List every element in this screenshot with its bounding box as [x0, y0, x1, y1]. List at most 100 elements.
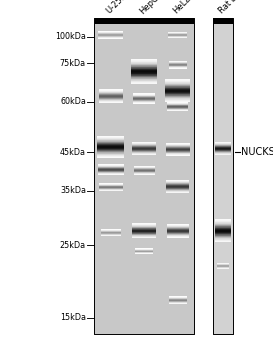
Bar: [167, 233, 189, 234]
Bar: [97, 139, 124, 140]
Bar: [98, 37, 123, 38]
Bar: [131, 61, 157, 62]
Bar: [99, 100, 123, 101]
Bar: [101, 234, 121, 235]
Bar: [98, 36, 123, 37]
Bar: [166, 145, 190, 146]
Bar: [166, 191, 189, 192]
Bar: [97, 136, 124, 137]
Bar: [98, 31, 123, 32]
Bar: [99, 188, 123, 189]
Bar: [134, 174, 155, 175]
Bar: [217, 267, 229, 268]
Bar: [166, 182, 189, 183]
Bar: [135, 249, 153, 250]
Bar: [168, 33, 187, 34]
Bar: [131, 66, 157, 67]
Bar: [217, 267, 229, 268]
Bar: [99, 95, 123, 96]
Bar: [165, 82, 190, 83]
Bar: [132, 152, 156, 153]
Bar: [131, 66, 157, 67]
Bar: [168, 36, 187, 37]
Bar: [98, 33, 123, 34]
Bar: [132, 154, 156, 155]
Bar: [217, 268, 229, 269]
Bar: [165, 99, 190, 100]
Bar: [131, 82, 157, 83]
Bar: [167, 224, 189, 225]
Bar: [166, 184, 189, 185]
Bar: [135, 251, 153, 252]
Bar: [169, 303, 186, 304]
Bar: [131, 80, 157, 81]
Bar: [134, 172, 155, 173]
Bar: [133, 102, 155, 103]
Bar: [101, 233, 121, 234]
Bar: [169, 66, 186, 67]
Bar: [97, 155, 124, 156]
Bar: [168, 37, 187, 38]
Bar: [167, 104, 188, 105]
Bar: [168, 35, 187, 36]
Bar: [132, 233, 156, 234]
Bar: [132, 150, 156, 151]
Bar: [97, 156, 124, 157]
Bar: [167, 105, 188, 106]
Bar: [131, 73, 157, 74]
Bar: [101, 235, 121, 236]
Bar: [132, 145, 156, 146]
Bar: [215, 234, 230, 236]
Bar: [166, 144, 190, 145]
Bar: [215, 233, 230, 235]
Bar: [217, 265, 229, 266]
Bar: [99, 93, 123, 94]
Bar: [215, 240, 230, 241]
Bar: [166, 145, 190, 146]
Bar: [134, 167, 155, 168]
Bar: [166, 149, 190, 150]
Bar: [131, 65, 157, 66]
Bar: [167, 103, 188, 104]
Bar: [133, 100, 155, 101]
Bar: [132, 153, 156, 154]
Bar: [215, 220, 230, 221]
Bar: [215, 233, 230, 234]
Bar: [134, 169, 155, 170]
Bar: [215, 228, 230, 229]
Bar: [132, 142, 156, 143]
Bar: [99, 98, 123, 99]
Bar: [131, 75, 157, 76]
Bar: [215, 151, 230, 152]
Bar: [131, 79, 157, 80]
Bar: [135, 248, 153, 249]
Bar: [132, 145, 156, 146]
Bar: [131, 76, 157, 77]
Bar: [166, 190, 189, 191]
Bar: [97, 154, 124, 155]
Bar: [97, 152, 124, 153]
Bar: [99, 184, 123, 185]
Bar: [134, 170, 155, 171]
Bar: [166, 152, 190, 153]
Bar: [98, 174, 124, 175]
Bar: [99, 91, 123, 92]
Bar: [99, 92, 123, 93]
Bar: [133, 94, 155, 95]
Bar: [169, 299, 186, 300]
Bar: [131, 69, 157, 70]
Bar: [169, 302, 186, 303]
Bar: [97, 146, 124, 147]
Text: 75kDa: 75kDa: [60, 58, 86, 68]
Bar: [167, 236, 189, 237]
Bar: [166, 149, 190, 150]
Bar: [167, 227, 189, 228]
Bar: [167, 106, 188, 107]
Bar: [166, 150, 190, 151]
Bar: [132, 153, 156, 154]
Bar: [215, 143, 230, 144]
Bar: [97, 148, 124, 149]
Bar: [134, 166, 155, 167]
Bar: [217, 266, 229, 267]
Bar: [131, 78, 157, 79]
